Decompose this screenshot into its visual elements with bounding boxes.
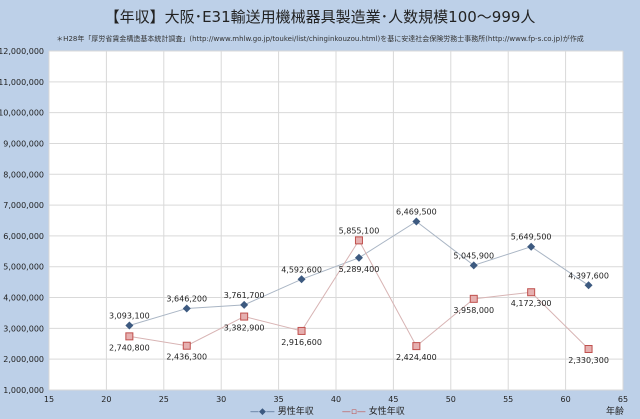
data-label: 3,382,900 xyxy=(224,324,265,333)
legend-female: —▫— 女性年収 xyxy=(341,407,405,417)
y-tick-label: 7,000,000 xyxy=(3,201,44,210)
data-label: 4,592,600 xyxy=(281,265,322,274)
y-tick-label: 3,000,000 xyxy=(3,324,44,333)
male-point xyxy=(297,275,306,284)
y-tick-label: 4,000,000 xyxy=(3,294,44,303)
data-label: 2,740,800 xyxy=(109,343,150,352)
female-point xyxy=(297,326,306,335)
y-tick-label: 2,000,000 xyxy=(3,355,44,364)
data-label: 3,093,100 xyxy=(109,311,150,320)
x-tick-label: 15 xyxy=(44,395,54,404)
x-tick-label: 40 xyxy=(331,395,341,404)
x-tick-label: 60 xyxy=(561,395,571,404)
male-point xyxy=(182,304,191,313)
y-tick-label: 1,000,000 xyxy=(3,386,44,395)
y-tick-label: 5,000,000 xyxy=(3,263,44,272)
male-point xyxy=(240,300,249,309)
female-point xyxy=(125,332,134,341)
female-point xyxy=(412,342,421,351)
y-tick-label: 12,000,000 xyxy=(0,47,44,56)
female-point xyxy=(354,236,363,245)
female-point xyxy=(469,294,478,303)
x-tick-label: 45 xyxy=(388,395,398,404)
male-point xyxy=(412,217,421,226)
data-label: 2,424,400 xyxy=(396,353,437,362)
legend: —◆— 男性年収 —▫— 女性年収 xyxy=(250,404,405,417)
data-label: 5,289,400 xyxy=(339,265,380,274)
x-tick-label: 35 xyxy=(274,395,284,404)
y-tick-label: 10,000,000 xyxy=(0,109,44,118)
data-label: 2,330,300 xyxy=(568,356,609,365)
data-label: 2,916,600 xyxy=(281,338,322,347)
y-tick-label: 9,000,000 xyxy=(3,139,44,148)
data-label: 2,436,300 xyxy=(166,353,207,362)
data-label: 3,761,700 xyxy=(224,291,265,300)
data-label: 3,646,200 xyxy=(166,294,207,303)
x-axis-label: 年齢 xyxy=(606,407,625,417)
y-tick-label: 8,000,000 xyxy=(3,170,44,179)
data-label: 3,958,000 xyxy=(453,306,494,315)
female-point xyxy=(584,345,593,354)
y-tick-label: 11,000,000 xyxy=(0,78,44,87)
x-tick-label: 65 xyxy=(618,395,628,404)
female-point xyxy=(182,341,191,350)
x-tick-label: 25 xyxy=(159,395,169,404)
x-tick-label: 20 xyxy=(101,395,111,404)
data-label: 4,172,300 xyxy=(511,299,552,308)
data-label: 5,045,900 xyxy=(453,251,494,260)
female-point xyxy=(527,288,536,297)
chart-title: 【年収】大阪･E31輸送用機械器具製造業･人数規模100～999人 xyxy=(104,8,536,26)
data-label: 5,649,500 xyxy=(511,233,552,242)
x-tick-label: 55 xyxy=(503,395,513,404)
diamond-marker-icon: —◆— xyxy=(250,407,275,417)
male-point xyxy=(469,261,478,270)
legend-male: —◆— 男性年収 xyxy=(250,407,314,417)
x-tick-label: 30 xyxy=(216,395,226,404)
y-tick-label: 6,000,000 xyxy=(3,232,44,241)
male-point xyxy=(584,281,593,290)
male-point xyxy=(354,253,363,262)
square-marker-icon: —▫— xyxy=(341,407,366,417)
data-label: 6,469,500 xyxy=(396,207,437,216)
x-tick-label: 50 xyxy=(446,395,456,404)
data-label: 4,397,600 xyxy=(568,271,609,280)
male-point xyxy=(125,321,134,330)
chart-subtitle: ＊H28年「厚労省賃金構造基本統計調査」(http://www.mhlw.go.… xyxy=(56,35,584,43)
male-point xyxy=(527,242,536,251)
female-point xyxy=(240,312,249,321)
data-label: 5,855,100 xyxy=(339,226,380,235)
